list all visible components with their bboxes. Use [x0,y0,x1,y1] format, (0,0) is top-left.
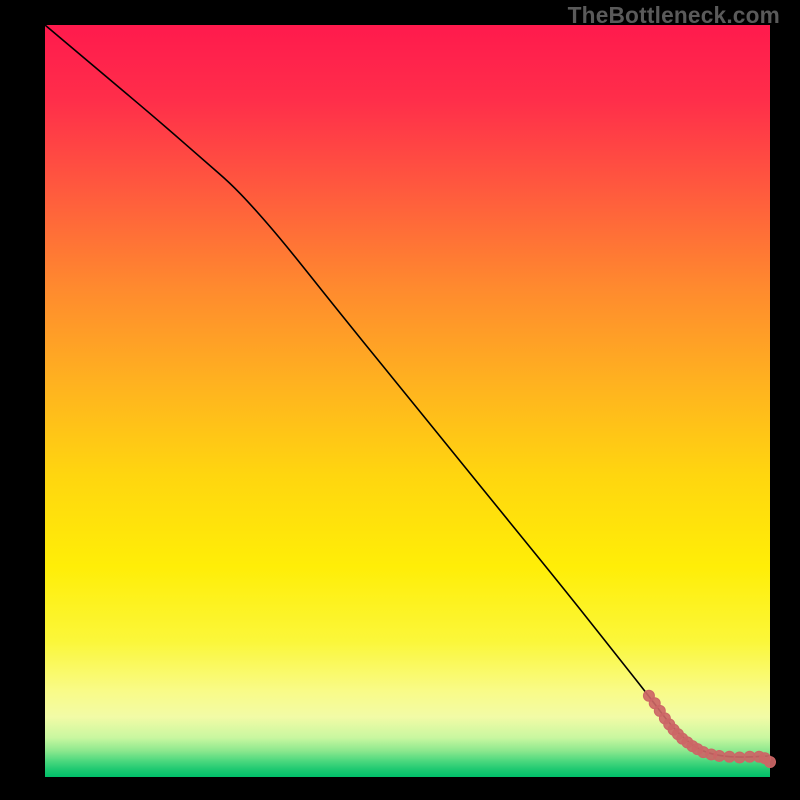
chart-frame: TheBottleneck.com [0,0,800,800]
chart-overlay [0,0,800,800]
data-point-marker [765,756,776,767]
bottleneck-curve [45,25,770,757]
data-point-marker [714,750,725,761]
data-point-marker [734,752,745,763]
data-point-marker [724,751,735,762]
